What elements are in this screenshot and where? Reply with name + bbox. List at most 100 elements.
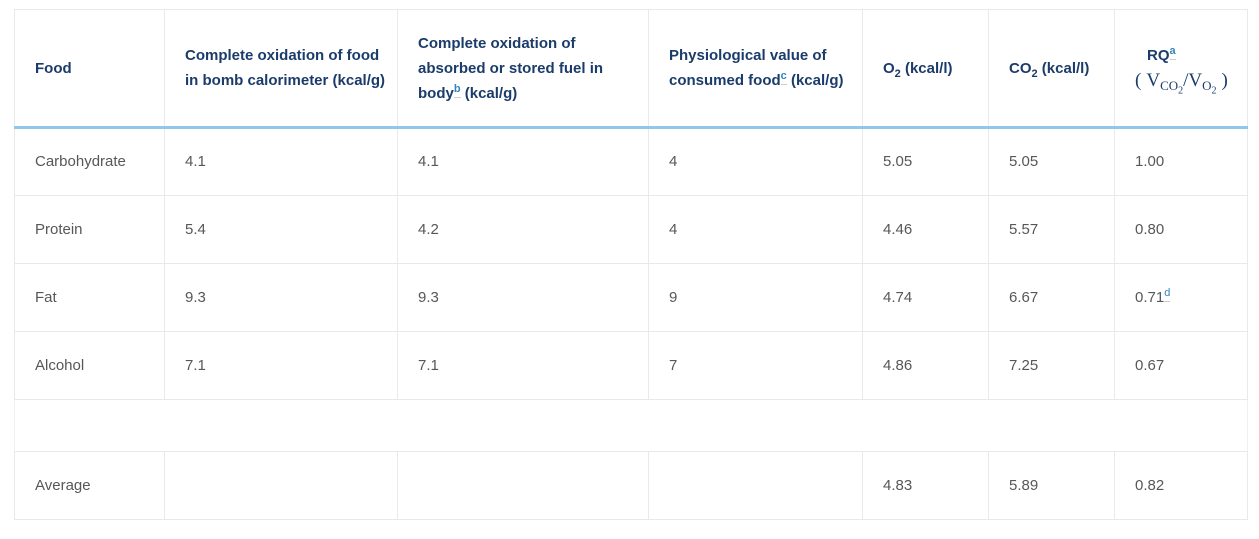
value: 4.74 [883, 288, 913, 306]
value: 4.1 [418, 153, 439, 170]
value: 4.2 [418, 220, 439, 238]
value: 7.1 [418, 356, 439, 374]
cell-food: Protein [14, 195, 165, 264]
header-o2-symbol: O [883, 59, 895, 77]
value: 6.67 [1009, 288, 1039, 306]
cell-co2: 5.05 [988, 127, 1115, 196]
cell-physio [648, 451, 863, 520]
cell-food: Alcohol [14, 331, 165, 400]
value: 5.89 [1009, 476, 1039, 494]
cell-rq: 0.80 [1114, 195, 1248, 264]
cell-o2: 4.46 [862, 195, 989, 264]
cell-bomb: 5.4 [164, 195, 398, 264]
cell-physio: 9 [648, 263, 863, 332]
value: 4 [669, 220, 678, 238]
cell-food: Carbohydrate [14, 127, 165, 196]
value: 4.83 [883, 476, 913, 494]
value: 0.82 [1135, 476, 1165, 494]
value: 9.3 [418, 288, 439, 306]
value: 0.80 [1135, 220, 1165, 238]
food-label: Fat [35, 288, 57, 306]
food-label: Carbohydrate [35, 153, 126, 170]
cell-rq: 0.67 [1114, 331, 1248, 400]
cell-physio: 4 [648, 195, 863, 264]
value: 5.05 [883, 153, 913, 170]
footnote-d-link[interactable]: d [1164, 287, 1171, 302]
header-body-unit: (kcal/g) [460, 84, 518, 102]
header-food: Food [14, 9, 165, 129]
cell-bomb: 9.3 [164, 263, 398, 332]
table-header-row: Food Complete oxidation of food in bomb … [14, 9, 1248, 129]
header-rq-label: RQ [1147, 46, 1170, 64]
value: 5.05 [1009, 153, 1039, 170]
value: 4.86 [883, 356, 913, 374]
formula-vo2-v: V [1188, 69, 1203, 91]
cell-body: 7.1 [397, 331, 649, 400]
table-row-protein: Protein 5.4 4.2 4 4.46 5.57 0.80 [14, 195, 1248, 264]
value: 0.67 [1135, 356, 1165, 374]
cell-rq: 1.00 [1114, 127, 1248, 196]
formula-left-paren: ( [1135, 69, 1142, 91]
rq-formula: (VCO2/VO2) [1135, 68, 1237, 97]
header-rq: RQa (VCO2/VO2) [1114, 9, 1248, 129]
formula-vo2-sub: O [1202, 78, 1212, 94]
header-body-oxidation: Complete oxidation of absorbed or stored… [397, 9, 649, 129]
formula-vco2-subsub: 2 [1178, 85, 1184, 97]
header-physiological-value: Physiological value of consumed foodc (k… [648, 9, 863, 129]
value: 7 [669, 356, 678, 374]
header-o2-unit: (kcal/l) [900, 59, 953, 77]
formula-vo2-subsub: 2 [1211, 85, 1217, 97]
cell-co2: 5.89 [988, 451, 1115, 520]
table-spacer-row [14, 399, 1248, 452]
header-co2: CO2 (kcal/l) [988, 9, 1115, 129]
cell-body: 4.2 [397, 195, 649, 264]
header-body-label: Complete oxidation of absorbed or stored… [418, 34, 604, 102]
footnote-c-link[interactable]: c [780, 71, 787, 85]
footnote-a-link[interactable]: a [1169, 45, 1176, 60]
table-row-alcohol: Alcohol 7.1 7.1 7 4.86 7.25 0.67 [14, 331, 1248, 400]
header-co2-unit: (kcal/l) [1037, 59, 1090, 77]
header-bomb-label: Complete oxidation of food in bomb calor… [185, 47, 386, 89]
cell-o2: 4.83 [862, 451, 989, 520]
co2-subscript: 2 [1031, 67, 1038, 80]
header-food-label: Food [35, 59, 72, 77]
table-row-fat: Fat 9.3 9.3 9 4.74 6.67 0.71d [14, 263, 1248, 332]
value: 9 [669, 288, 678, 306]
value: 4 [669, 153, 678, 170]
value: 0.71 [1135, 288, 1165, 306]
value: 4.1 [185, 153, 206, 170]
table-row-average: Average 4.83 5.89 0.82 [14, 451, 1248, 520]
header-bomb-calorimeter: Complete oxidation of food in bomb calor… [164, 9, 398, 129]
food-label: Protein [35, 220, 83, 238]
value: 5.4 [185, 220, 206, 238]
header-rq-label-line: RQa [1147, 43, 1237, 68]
nutrition-energy-table: Food Complete oxidation of food in bomb … [14, 9, 1248, 520]
footnote-b-link[interactable]: b [453, 83, 461, 98]
cell-body: 4.1 [397, 127, 649, 196]
value: 5.57 [1009, 220, 1039, 238]
spacer-cell [14, 399, 1248, 452]
cell-physio: 7 [648, 331, 863, 400]
cell-bomb [164, 451, 398, 520]
cell-o2: 5.05 [862, 127, 989, 196]
table-row-carbohydrate: Carbohydrate 4.1 4.1 4 5.05 5.05 1.00 [14, 127, 1248, 196]
cell-rq: 0.82 [1114, 451, 1248, 520]
header-co2-symbol: CO [1009, 59, 1032, 77]
cell-co2: 5.57 [988, 195, 1115, 264]
cell-bomb: 4.1 [164, 127, 398, 196]
cell-co2: 7.25 [988, 331, 1115, 400]
header-physio-unit: (kcal/g) [786, 72, 844, 89]
food-label: Alcohol [35, 356, 85, 374]
formula-right-paren: ) [1221, 69, 1228, 91]
header-physio-label: Physiological value of consumed food [669, 47, 827, 89]
cell-food: Average [14, 451, 165, 520]
header-o2: O2 (kcal/l) [862, 9, 989, 129]
cell-o2: 4.74 [862, 263, 989, 332]
formula-vco2-v: V [1146, 69, 1161, 91]
value: 7.1 [185, 356, 206, 374]
cell-co2: 6.67 [988, 263, 1115, 332]
value: 7.25 [1009, 356, 1039, 374]
value: 1.00 [1135, 153, 1165, 170]
cell-body [397, 451, 649, 520]
